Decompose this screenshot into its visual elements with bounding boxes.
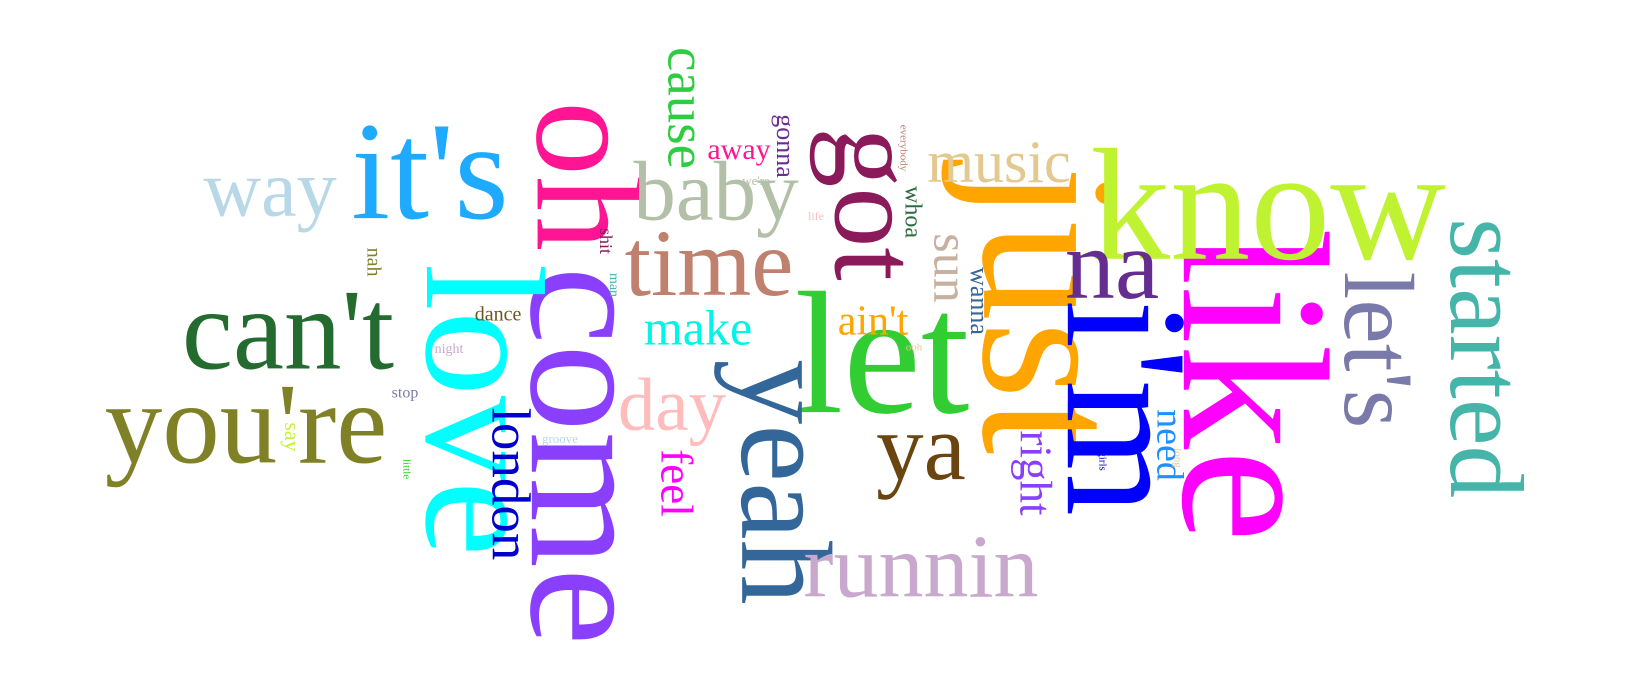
word-come: come	[494, 267, 688, 646]
word-time: time	[625, 210, 794, 316]
word-were: we're	[742, 173, 770, 188]
word-man: man	[606, 273, 621, 297]
word-its: it's	[351, 94, 509, 249]
word-im: i'm	[1030, 300, 1224, 516]
word-baby: baby	[633, 145, 799, 239]
word-whoa: whoa	[899, 186, 925, 238]
word-everybody: everybody	[897, 125, 909, 172]
word-groove: groove	[542, 431, 578, 446]
word-yeah: yeah	[713, 359, 857, 604]
word-aint: ain't	[838, 299, 909, 345]
word-runnin: runnin	[804, 518, 1039, 617]
word-little: little	[400, 459, 412, 479]
word-day: day	[618, 364, 727, 447]
word-ya: ya	[876, 394, 966, 500]
word-just: just	[940, 160, 1161, 455]
word-say: say	[280, 422, 305, 451]
word-life: life	[808, 209, 824, 223]
word-youre: you're	[105, 360, 388, 487]
word-girls: girls	[1096, 451, 1108, 471]
word-music: music	[927, 129, 1070, 195]
word-away: away	[707, 133, 770, 166]
word-night: night	[435, 342, 464, 357]
word-long: long	[1171, 448, 1183, 468]
word-wanna: wanna	[965, 267, 994, 335]
word-know: know	[1090, 116, 1446, 294]
word-cause: cause	[656, 47, 717, 169]
word-let: let	[795, 256, 970, 450]
word-ooh: ooh	[906, 342, 923, 354]
word-started: started	[1428, 218, 1545, 498]
word-sun: sun	[924, 233, 980, 302]
word-make: make	[644, 299, 752, 355]
word-london: london	[480, 408, 541, 561]
word-love: love	[390, 264, 578, 557]
word-oh: oh	[505, 101, 671, 251]
word-need: need	[1148, 409, 1190, 481]
word-nah: nah	[362, 248, 384, 277]
word-right: right	[1011, 431, 1061, 516]
word-feel: feel	[652, 449, 702, 516]
word-got: got	[809, 127, 942, 280]
word-dance: dance	[475, 304, 522, 326]
word-stop: stop	[392, 385, 419, 402]
word-na: na	[1065, 209, 1159, 320]
word-lets: let's	[1323, 272, 1434, 429]
word-cant: can't	[182, 266, 394, 393]
word-way: way	[203, 145, 336, 233]
word-gonna: gonna	[771, 114, 800, 178]
word-shit: shit	[596, 228, 616, 254]
word-like: like	[1138, 228, 1370, 543]
